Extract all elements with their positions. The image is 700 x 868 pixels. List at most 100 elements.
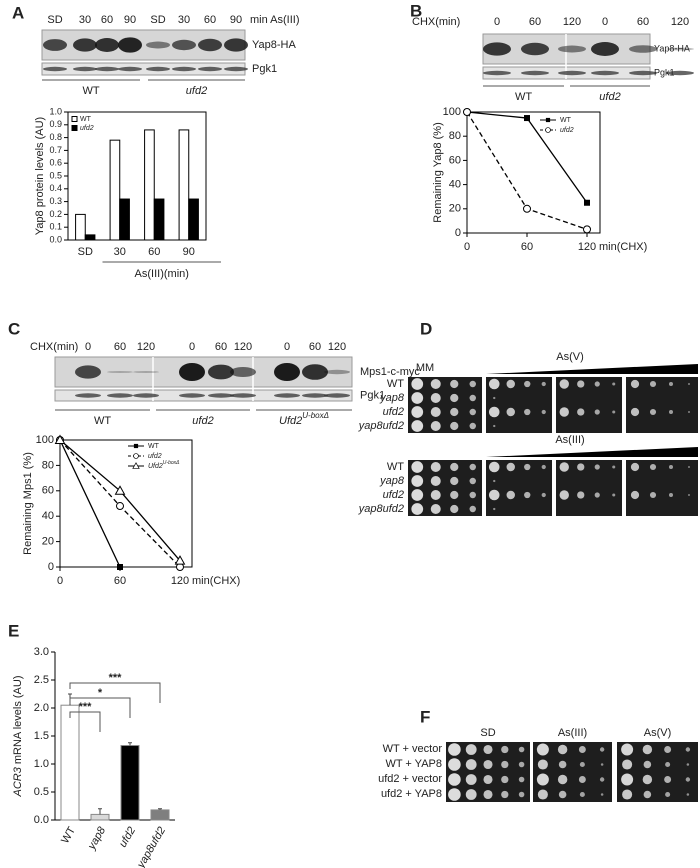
- band: [302, 364, 328, 380]
- legend-marker: [545, 127, 551, 133]
- band: [324, 369, 350, 375]
- colony-spot: [430, 407, 441, 417]
- colony-spot: [411, 420, 424, 432]
- colony-spot: [688, 494, 690, 496]
- colony-spot: [630, 462, 640, 472]
- y-tick-label: 100: [443, 106, 461, 118]
- band: [95, 66, 119, 72]
- series-line: [59, 439, 121, 568]
- colony-spot: [541, 492, 546, 498]
- colony-spot: [430, 462, 441, 472]
- colony-spot: [448, 758, 461, 771]
- band: [73, 38, 97, 52]
- colony-spot: [518, 791, 525, 798]
- colony-spot: [669, 382, 673, 386]
- error-bar: [98, 808, 102, 815]
- colony-spot: [688, 466, 690, 468]
- y-tick-label: 2.0: [34, 702, 49, 714]
- band: [230, 393, 256, 398]
- row-label: ufd2 + YAP8: [381, 788, 442, 800]
- blot-row-label: Pgk1: [360, 389, 385, 401]
- colony-spot: [465, 774, 477, 785]
- row-label: ufd2 + vector: [378, 773, 442, 785]
- y-tick-label: 0.2: [49, 209, 62, 219]
- group-label-text: Ufd2: [279, 415, 302, 427]
- y-tick-label: 3.0: [34, 646, 49, 658]
- significance-bracket: [69, 711, 101, 732]
- band: [118, 37, 142, 53]
- blot-row-label: Yap8-HA: [654, 43, 690, 53]
- y-tick-label: 0.5: [34, 786, 49, 798]
- y-tick-label: 0.7: [49, 145, 62, 155]
- significance-label: ***: [109, 672, 123, 684]
- lane-label: 60: [529, 16, 541, 28]
- x-tick-label: 120: [171, 575, 189, 587]
- bar: [90, 813, 110, 821]
- significance-label: *: [98, 687, 103, 699]
- colony-spot: [465, 789, 477, 800]
- x-tick-label: yap8: [85, 824, 108, 852]
- colony-spot: [448, 743, 461, 756]
- colony-spot: [622, 759, 633, 770]
- group-label: Ufd2U-boxΔ: [279, 411, 329, 427]
- colony-spot: [524, 380, 531, 388]
- bar: [119, 198, 130, 241]
- y-axis-label: Remaining Mps1 (%): [22, 452, 34, 555]
- legend-label: WT: [560, 117, 572, 124]
- colony-spot: [524, 408, 531, 416]
- lane-label: SD: [47, 14, 62, 26]
- colony-spot: [501, 790, 509, 799]
- lane-label: 60: [114, 341, 126, 353]
- colony-spot: [557, 744, 568, 755]
- colony-spot: [578, 746, 586, 753]
- colony-spot: [649, 380, 657, 388]
- blot-unit: min As(III): [250, 14, 300, 26]
- colony-spot: [594, 381, 600, 387]
- blot-header-label: CHX(min): [412, 16, 460, 28]
- y-tick-label: 0.8: [49, 132, 62, 142]
- colony-spot: [541, 464, 546, 470]
- colony-spot: [506, 379, 515, 389]
- group-label: WT: [515, 91, 532, 103]
- colony-spot: [450, 379, 459, 389]
- bar: [120, 745, 140, 821]
- column-label: SD: [480, 727, 495, 739]
- colony-spot: [600, 763, 604, 766]
- marker: [583, 225, 591, 234]
- x-tick-label: ufd2: [117, 825, 138, 850]
- y-tick-label: 0.4: [49, 183, 62, 193]
- band: [483, 70, 511, 76]
- colony-spot: [630, 490, 640, 500]
- panel-label: C: [8, 319, 20, 338]
- strain-label: yap8: [379, 475, 405, 487]
- band: [73, 66, 97, 72]
- group-label: ufd2: [599, 91, 620, 103]
- band: [146, 66, 170, 72]
- marker: [524, 115, 530, 122]
- colony-spot: [536, 773, 549, 786]
- colony-spot: [506, 490, 515, 500]
- colony-spot: [411, 503, 424, 515]
- band: [224, 66, 248, 72]
- colony-spot: [685, 747, 691, 752]
- colony-spot: [577, 491, 585, 499]
- condition-label: As(V): [556, 351, 584, 363]
- panel-label: F: [420, 707, 430, 726]
- y-tick-label: 0.6: [49, 158, 62, 168]
- colony-spot: [430, 504, 441, 514]
- group-label: ufd2: [192, 415, 213, 427]
- marker: [54, 434, 66, 444]
- colony-spot: [469, 394, 476, 402]
- lane-label: 60: [101, 14, 113, 26]
- colony-spot: [483, 744, 493, 755]
- group-label: As(III)(min): [135, 268, 189, 280]
- colony-spot: [537, 759, 548, 770]
- blot-row-label: Pgk1: [654, 67, 675, 77]
- marker: [114, 485, 126, 495]
- colony-spot: [686, 793, 690, 796]
- series-line: [466, 111, 588, 204]
- series-line: [59, 439, 181, 562]
- colony-spot: [649, 491, 657, 499]
- colony-spot: [501, 775, 509, 784]
